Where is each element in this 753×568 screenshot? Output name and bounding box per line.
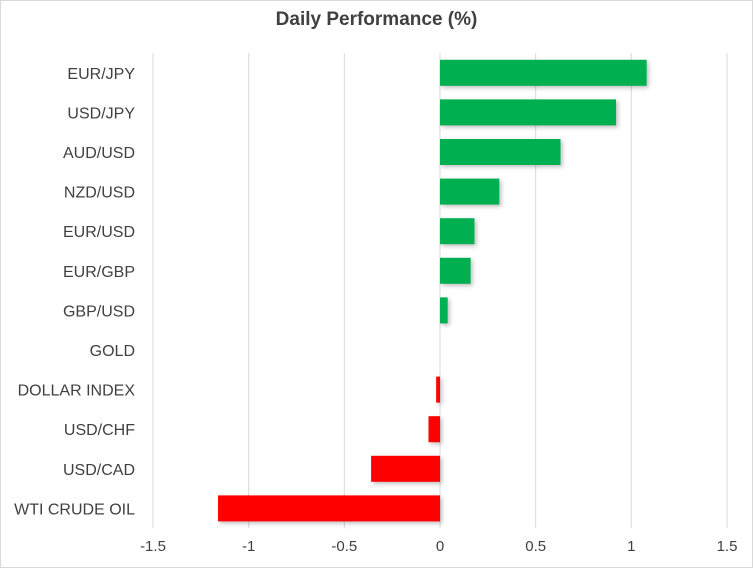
bar — [440, 178, 500, 205]
x-tick-label: 1 — [627, 538, 635, 555]
x-tick-label: 0 — [436, 538, 444, 555]
bar — [440, 139, 561, 165]
x-tick-label: 0.5 — [525, 538, 546, 555]
category-label: EUR/USD — [63, 224, 135, 241]
category-label: EUR/GBP — [63, 264, 135, 281]
chart-title: Daily Performance (%) — [275, 9, 478, 30]
label-layer: -1.5 -1 -0.5 0 0.5 1 1.5 EUR/JPY USD/JPY AUD/USD N… — [14, 66, 737, 555]
x-tick-label: 1.5 — [717, 538, 738, 555]
x-tick-label: -0.5 — [331, 538, 357, 555]
bar — [440, 59, 647, 86]
category-label: GBP/USD — [63, 303, 135, 320]
bar-layer — [218, 59, 647, 522]
category-label: AUD/USD — [63, 145, 135, 162]
category-label: USD/CAD — [63, 462, 135, 479]
category-label: NZD/USD — [64, 185, 135, 202]
category-label: WTI CRUDE OIL — [14, 501, 135, 518]
category-label: EUR/JPY — [67, 66, 135, 83]
grid-layer — [152, 53, 728, 529]
bar — [440, 257, 471, 284]
bar — [371, 455, 440, 482]
bar — [428, 416, 440, 443]
bar — [440, 218, 475, 245]
bar — [218, 495, 440, 522]
category-label: GOLD — [90, 343, 135, 360]
bar — [436, 376, 440, 403]
bar — [440, 297, 448, 324]
x-tick-label: -1.5 — [140, 538, 166, 555]
category-label: USD/JPY — [67, 105, 135, 122]
bar — [440, 99, 617, 126]
x-tick-label: -1 — [242, 538, 255, 555]
category-label: DOLLAR INDEX — [18, 383, 136, 400]
category-label: USD/CHF — [64, 422, 135, 439]
